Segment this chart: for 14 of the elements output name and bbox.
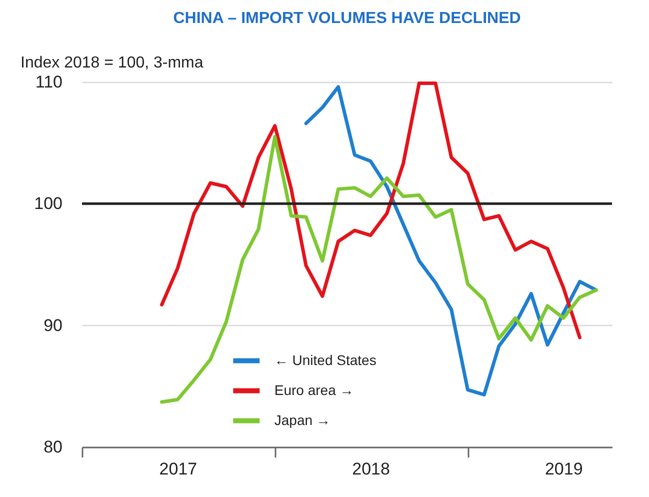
y-tick-label: 80 xyxy=(44,438,62,456)
legend-label: Euro area → xyxy=(274,382,354,398)
chart-title: CHINA – IMPORT VOLUMES HAVE DECLINED xyxy=(173,10,521,27)
y-tick-label: 110 xyxy=(35,72,62,92)
legend-label: ← United States xyxy=(274,352,376,368)
line-series xyxy=(160,81,582,340)
y-tick-label: 90 xyxy=(44,316,62,335)
y-axis-title: Index 2018 = 100, 3-mma xyxy=(20,54,204,72)
line-series xyxy=(160,135,598,404)
legend-label: Japan → xyxy=(274,412,330,428)
x-tick-label: 2017 xyxy=(159,460,198,478)
x-tick-label: 2018 xyxy=(352,460,390,478)
x-tick-label: 2019 xyxy=(544,460,583,478)
y-tick-label: 100 xyxy=(34,194,62,214)
